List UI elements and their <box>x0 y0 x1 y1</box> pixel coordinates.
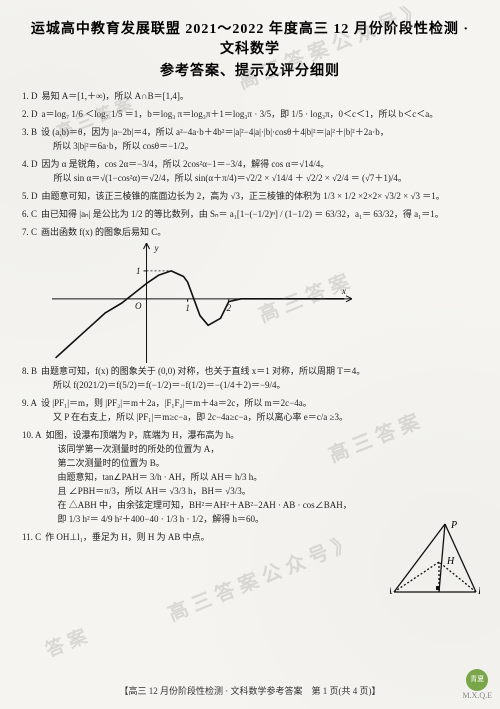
item-line: 所以 sin α＝√(1−cos²α)＝√2/4，所以 sin(α＋π/4)＝√… <box>42 172 479 186</box>
page: 运城高中教育发展联盟 2021～2022 年度高三 12 月份阶段性检测 · 文… <box>0 0 500 709</box>
item-body: 由已知得 |aₙ| 是公比为 1/2 的等比数列，由 Sₙ＝ a₁[1−(−1/… <box>41 208 478 222</box>
item-number: 1. D <box>22 90 38 104</box>
item-body: 因为 α 是锐角，cos 2α＝−3/4，所以 2cos²α−1＝−3/4，解得… <box>42 158 479 186</box>
answer-item: 8. B 由题意可知，f(x) 的图象关于 (0,0) 对称，也关于直线 x＝1 … <box>22 365 478 393</box>
answer-item: 3. B 设 (a,b)＝θ，因为 |a−2b|＝4，所以 a²−4a·b＋4b²… <box>22 126 478 154</box>
item-body: 设 (a,b)＝θ，因为 |a−2b|＝4，所以 a²−4a·b＋4b²＝|a|… <box>41 126 478 154</box>
svg-text:1: 1 <box>136 266 141 276</box>
logo-text: 青夏 <box>470 676 484 684</box>
item-number: 11. C <box>22 531 41 545</box>
svg-text:1: 1 <box>185 303 190 313</box>
item-body: 设 |PF₁|＝m，则 |PF₂|＝m＋2a，|F₁F₂|＝m＋4a＝2c，所以… <box>41 397 478 425</box>
svg-text:P: P <box>450 520 457 531</box>
item-number: 3. B <box>22 126 37 154</box>
item-line: 设 |PF₁|＝m，则 |PF₂|＝m＋2a，|F₁F₂|＝m＋4a＝2c，所以… <box>41 397 478 411</box>
item-line: a＝log₇ 1/6 ＜log₇ 1/5 ＝1，b＝log₃ π＝log₃π＋1… <box>42 108 479 122</box>
item-line: 易知 A＝[1,＋∞)，所以 A∩B＝[1,4]。 <box>42 90 479 104</box>
item-number: 9. A <box>22 397 37 425</box>
answer-item: 7. C 画出函数 f(x) 的图象后易知 C。 <box>22 226 478 240</box>
svg-text:O: O <box>135 301 142 311</box>
svg-text:A: A <box>390 586 393 597</box>
item-line: 所以 3|b|²＝6a·b，所以 cosθ＝−1/2。 <box>41 140 478 154</box>
item-body: a＝log₇ 1/6 ＜log₇ 1/5 ＝1，b＝log₃ π＝log₃π＋1… <box>42 108 479 122</box>
answer-item: 2. D a＝log₇ 1/6 ＜log₇ 1/5 ＝1，b＝log₃ π＝log… <box>22 108 478 122</box>
title-line-1: 运城高中教育发展联盟 2021～2022 年度高三 12 月份阶段性检测 · 文… <box>22 18 478 58</box>
logo-sub: M.X.Q.E <box>462 692 492 701</box>
item-line: 因为 α 是锐角，cos 2α＝−3/4，所以 2cos²α−1＝−3/4，解得… <box>42 158 479 172</box>
item-body: 如图，设瀑布顶端为 P，底端为 H，瀑布高为 h。该同学第一次测量时的所处的位置… <box>46 429 478 527</box>
item-body: 由题意可知，f(x) 的图象关于 (0,0) 对称，也关于直线 x＝1 对称，所… <box>41 365 478 393</box>
item-body: 画出函数 f(x) 的图象后易知 C。 <box>41 226 478 240</box>
item-line: 由题意可知，该正三棱锥的底面边长为 2，高为 √3，正三棱锥的体积为 1/3 ×… <box>42 190 479 204</box>
watermark: 答案 <box>41 619 95 662</box>
answer-item: 9. A 设 |PF₁|＝m，则 |PF₂|＝m＋2a，|F₁F₂|＝m＋4a＝2… <box>22 397 478 425</box>
answer-item: 5. D 由题意可知，该正三棱锥的底面边长为 2，高为 √3，正三棱锥的体积为 1… <box>22 190 478 204</box>
item-number: 5. D <box>22 190 38 204</box>
item-line: 由题意知，tan∠PAH＝ 3/h · AH，所以 AH＝ h/3 h。 <box>46 471 478 485</box>
answer-item: 4. D 因为 α 是锐角，cos 2α＝−3/4，所以 2cos²α−1＝−3/… <box>22 158 478 186</box>
item-line: 画出函数 f(x) 的图象后易知 C。 <box>41 226 478 240</box>
item-body: 易知 A＝[1,＋∞)，所以 A∩B＝[1,4]。 <box>42 90 479 104</box>
item-line: 该同学第一次测量时的所处的位置为 A， <box>46 443 478 457</box>
svg-text:B: B <box>478 586 480 597</box>
page-footer: 【高三 12 月份阶段性检测 · 文科数学参考答案 第 1 页(共 4 页)】 <box>0 684 500 697</box>
svg-text:H: H <box>446 556 455 567</box>
item-line: 由题意可知，f(x) 的图象关于 (0,0) 对称，也关于直线 x＝1 对称，所… <box>41 365 478 379</box>
svg-text:x: x <box>341 286 346 296</box>
item-body: 由题意可知，该正三棱锥的底面边长为 2，高为 √3，正三棱锥的体积为 1/3 ×… <box>42 190 479 204</box>
item-line: 由已知得 |aₙ| 是公比为 1/2 的等比数列，由 Sₙ＝ a₁[1−(−1/… <box>41 208 478 222</box>
answer-item: 1. D 易知 A＝[1,＋∞)，所以 A∩B＝[1,4]。 <box>22 90 478 104</box>
item-line: 所以 f(2021/2)＝f(5/2)＝f(−1/2)＝−f(1/2)＝−(1/… <box>41 379 478 393</box>
item-number: 6. C <box>22 208 37 222</box>
item-line: 第二次测量时的位置为 B。 <box>46 457 478 471</box>
svg-text:y: y <box>154 243 159 253</box>
item-line: 在 △ABH 中，由余弦定理可知，BH²＝AH²＋AB²−2AH · AB · … <box>46 499 478 513</box>
item-line: 设 (a,b)＝θ，因为 |a−2b|＝4，所以 a²−4a·b＋4b²＝|a|… <box>41 126 478 140</box>
item-number: 7. C <box>22 226 37 240</box>
item-line: 又 P 在右支上，所以 |PF₁|＝m≥c−a，即 2c−4a≥c−a，所以离心… <box>41 411 478 425</box>
function-graph: xyO112 <box>52 243 352 363</box>
answer-item: 6. C 由已知得 |aₙ| 是公比为 1/2 的等比数列，由 Sₙ＝ a₁[1−… <box>22 208 478 222</box>
item-number: 10. A <box>22 429 42 527</box>
title-line-2: 参考答案、提示及评分细则 <box>22 60 478 80</box>
triangle-diagram: P A B H <box>390 520 480 600</box>
answer-item: 10. A如图，设瀑布顶端为 P，底端为 H，瀑布高为 h。该同学第一次测量时的… <box>22 429 478 527</box>
corner-logo: 青夏 M.X.Q.E <box>462 669 492 701</box>
item-line: 如图，设瀑布顶端为 P，底端为 H，瀑布高为 h。 <box>46 429 478 443</box>
item-line: 且 ∠PBH＝π/3，所以 AH＝ √3/3 h，BH＝ √3/3。 <box>46 485 478 499</box>
item-number: 8. B <box>22 365 37 393</box>
logo-circle: 青夏 <box>466 669 488 691</box>
item-number: 2. D <box>22 108 38 122</box>
item-number: 4. D <box>22 158 38 186</box>
